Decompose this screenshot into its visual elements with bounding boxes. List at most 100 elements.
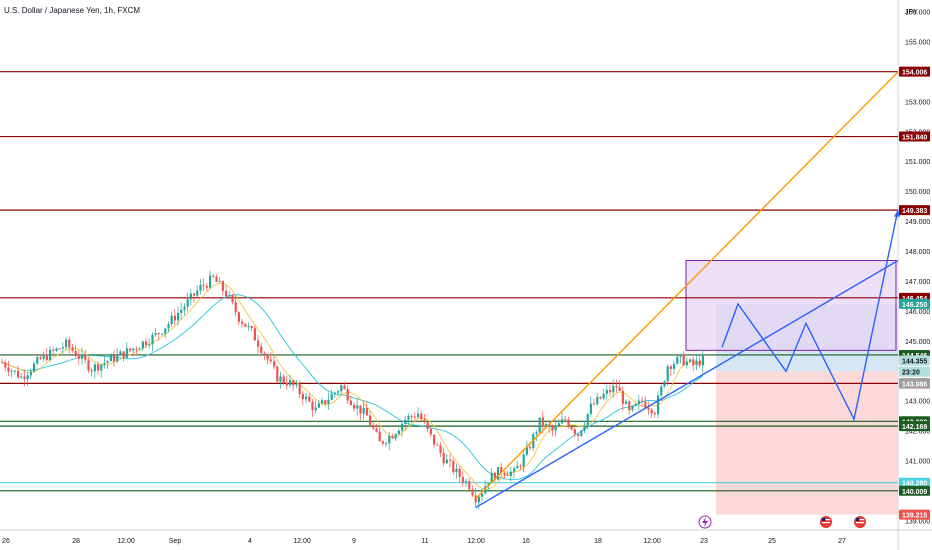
moving-average-fast [1, 282, 703, 490]
candle-body [577, 433, 580, 436]
candle-body [343, 385, 346, 390]
candle-body [567, 419, 570, 427]
candle-body [618, 387, 621, 391]
candle-body [135, 348, 138, 350]
candle-body [497, 467, 500, 480]
candle-body [138, 348, 141, 350]
candle-body [557, 423, 560, 426]
level-badge-box [899, 485, 930, 496]
time-tick-label: 16 [522, 538, 530, 545]
candle-body [186, 299, 189, 307]
orange-channel-line[interactable] [475, 71, 899, 500]
candle-body [100, 364, 103, 371]
currency-label: JPY [905, 9, 918, 16]
price-tick-label: 149.000 [905, 219, 930, 226]
candle-body [429, 428, 432, 435]
candle-body [273, 361, 276, 367]
flag-stripe [856, 519, 864, 521]
candle-body [426, 422, 429, 429]
projection-arrow-icon [894, 209, 900, 217]
candle-body [509, 471, 512, 476]
candle-body [474, 495, 477, 503]
candle-body [500, 467, 503, 473]
candle-body [141, 341, 144, 349]
candle-body [573, 429, 576, 434]
candle-body [167, 324, 170, 329]
candle-body [388, 436, 391, 444]
price-badge-target: 146.250 [902, 302, 927, 309]
candle-body [634, 404, 637, 406]
candle-body [116, 354, 119, 362]
candle-body [55, 348, 58, 351]
candle-body [538, 417, 541, 433]
candle-body [548, 423, 551, 427]
candle-body [33, 363, 36, 372]
candle-body [589, 403, 592, 414]
time-tick-label: 28 [72, 538, 80, 545]
stop-loss-zone [716, 371, 898, 515]
candle-body [644, 401, 647, 408]
candle-body [247, 326, 250, 328]
candle-body [330, 394, 333, 400]
candle-body [202, 284, 205, 286]
flag-canton [856, 518, 860, 521]
candle-body [250, 326, 253, 329]
candle-body [36, 357, 39, 364]
candle-body [221, 281, 224, 291]
candle-body [189, 293, 192, 300]
candle-body [269, 359, 272, 362]
candle-body [663, 381, 666, 387]
candle-body [653, 413, 656, 415]
candle-body [122, 351, 125, 358]
price-tick-label: 148.000 [905, 249, 930, 256]
candle-body [506, 474, 509, 476]
candle-body [164, 328, 167, 334]
candle-body [244, 323, 247, 327]
candle-body [612, 385, 615, 393]
level-badge-box [899, 477, 930, 488]
candle-body [685, 361, 688, 366]
candle-body [628, 401, 631, 411]
candle-body [218, 281, 221, 283]
candle-body [177, 312, 180, 321]
candle-body [541, 417, 544, 427]
candle-body [180, 309, 183, 313]
price-badge-entry-box [899, 378, 930, 389]
time-tick-label: 12:00 [293, 538, 311, 545]
candle-body [481, 493, 484, 497]
candle-body [381, 441, 384, 444]
candle-body [551, 426, 554, 431]
candle-body [535, 432, 538, 435]
candle-body [413, 416, 416, 418]
candle-body [586, 413, 589, 425]
candle-body [545, 423, 548, 427]
projected-path[interactable] [721, 209, 899, 422]
price-badge-time: 23:20 [902, 370, 920, 377]
level-badge: 151.840 [902, 135, 927, 142]
price-badge-stop: 139.215 [902, 513, 927, 520]
candle-body [637, 400, 640, 405]
candle-body [353, 404, 356, 409]
candle-body [10, 370, 13, 372]
candle-body [602, 393, 605, 399]
time-tick-label: 26 [2, 538, 10, 545]
candle-body [679, 354, 682, 357]
candle-body [298, 384, 301, 394]
candle-body [215, 276, 218, 282]
candle-body [410, 415, 413, 417]
candle-body [145, 341, 148, 346]
candle-body [609, 389, 612, 393]
candle-body [349, 400, 352, 405]
time-tick-label: 25 [768, 538, 776, 545]
level-badge-box [899, 131, 930, 142]
blue-trendline[interactable] [475, 259, 899, 509]
price-tick-label: 153.000 [905, 99, 930, 106]
time-tick-label: 9 [352, 538, 356, 545]
candle-body [660, 386, 663, 396]
candle-body [529, 447, 532, 449]
level-badge-box [899, 205, 930, 216]
candle-body [282, 376, 285, 383]
candle-body [596, 396, 599, 405]
candle-body [129, 348, 132, 351]
